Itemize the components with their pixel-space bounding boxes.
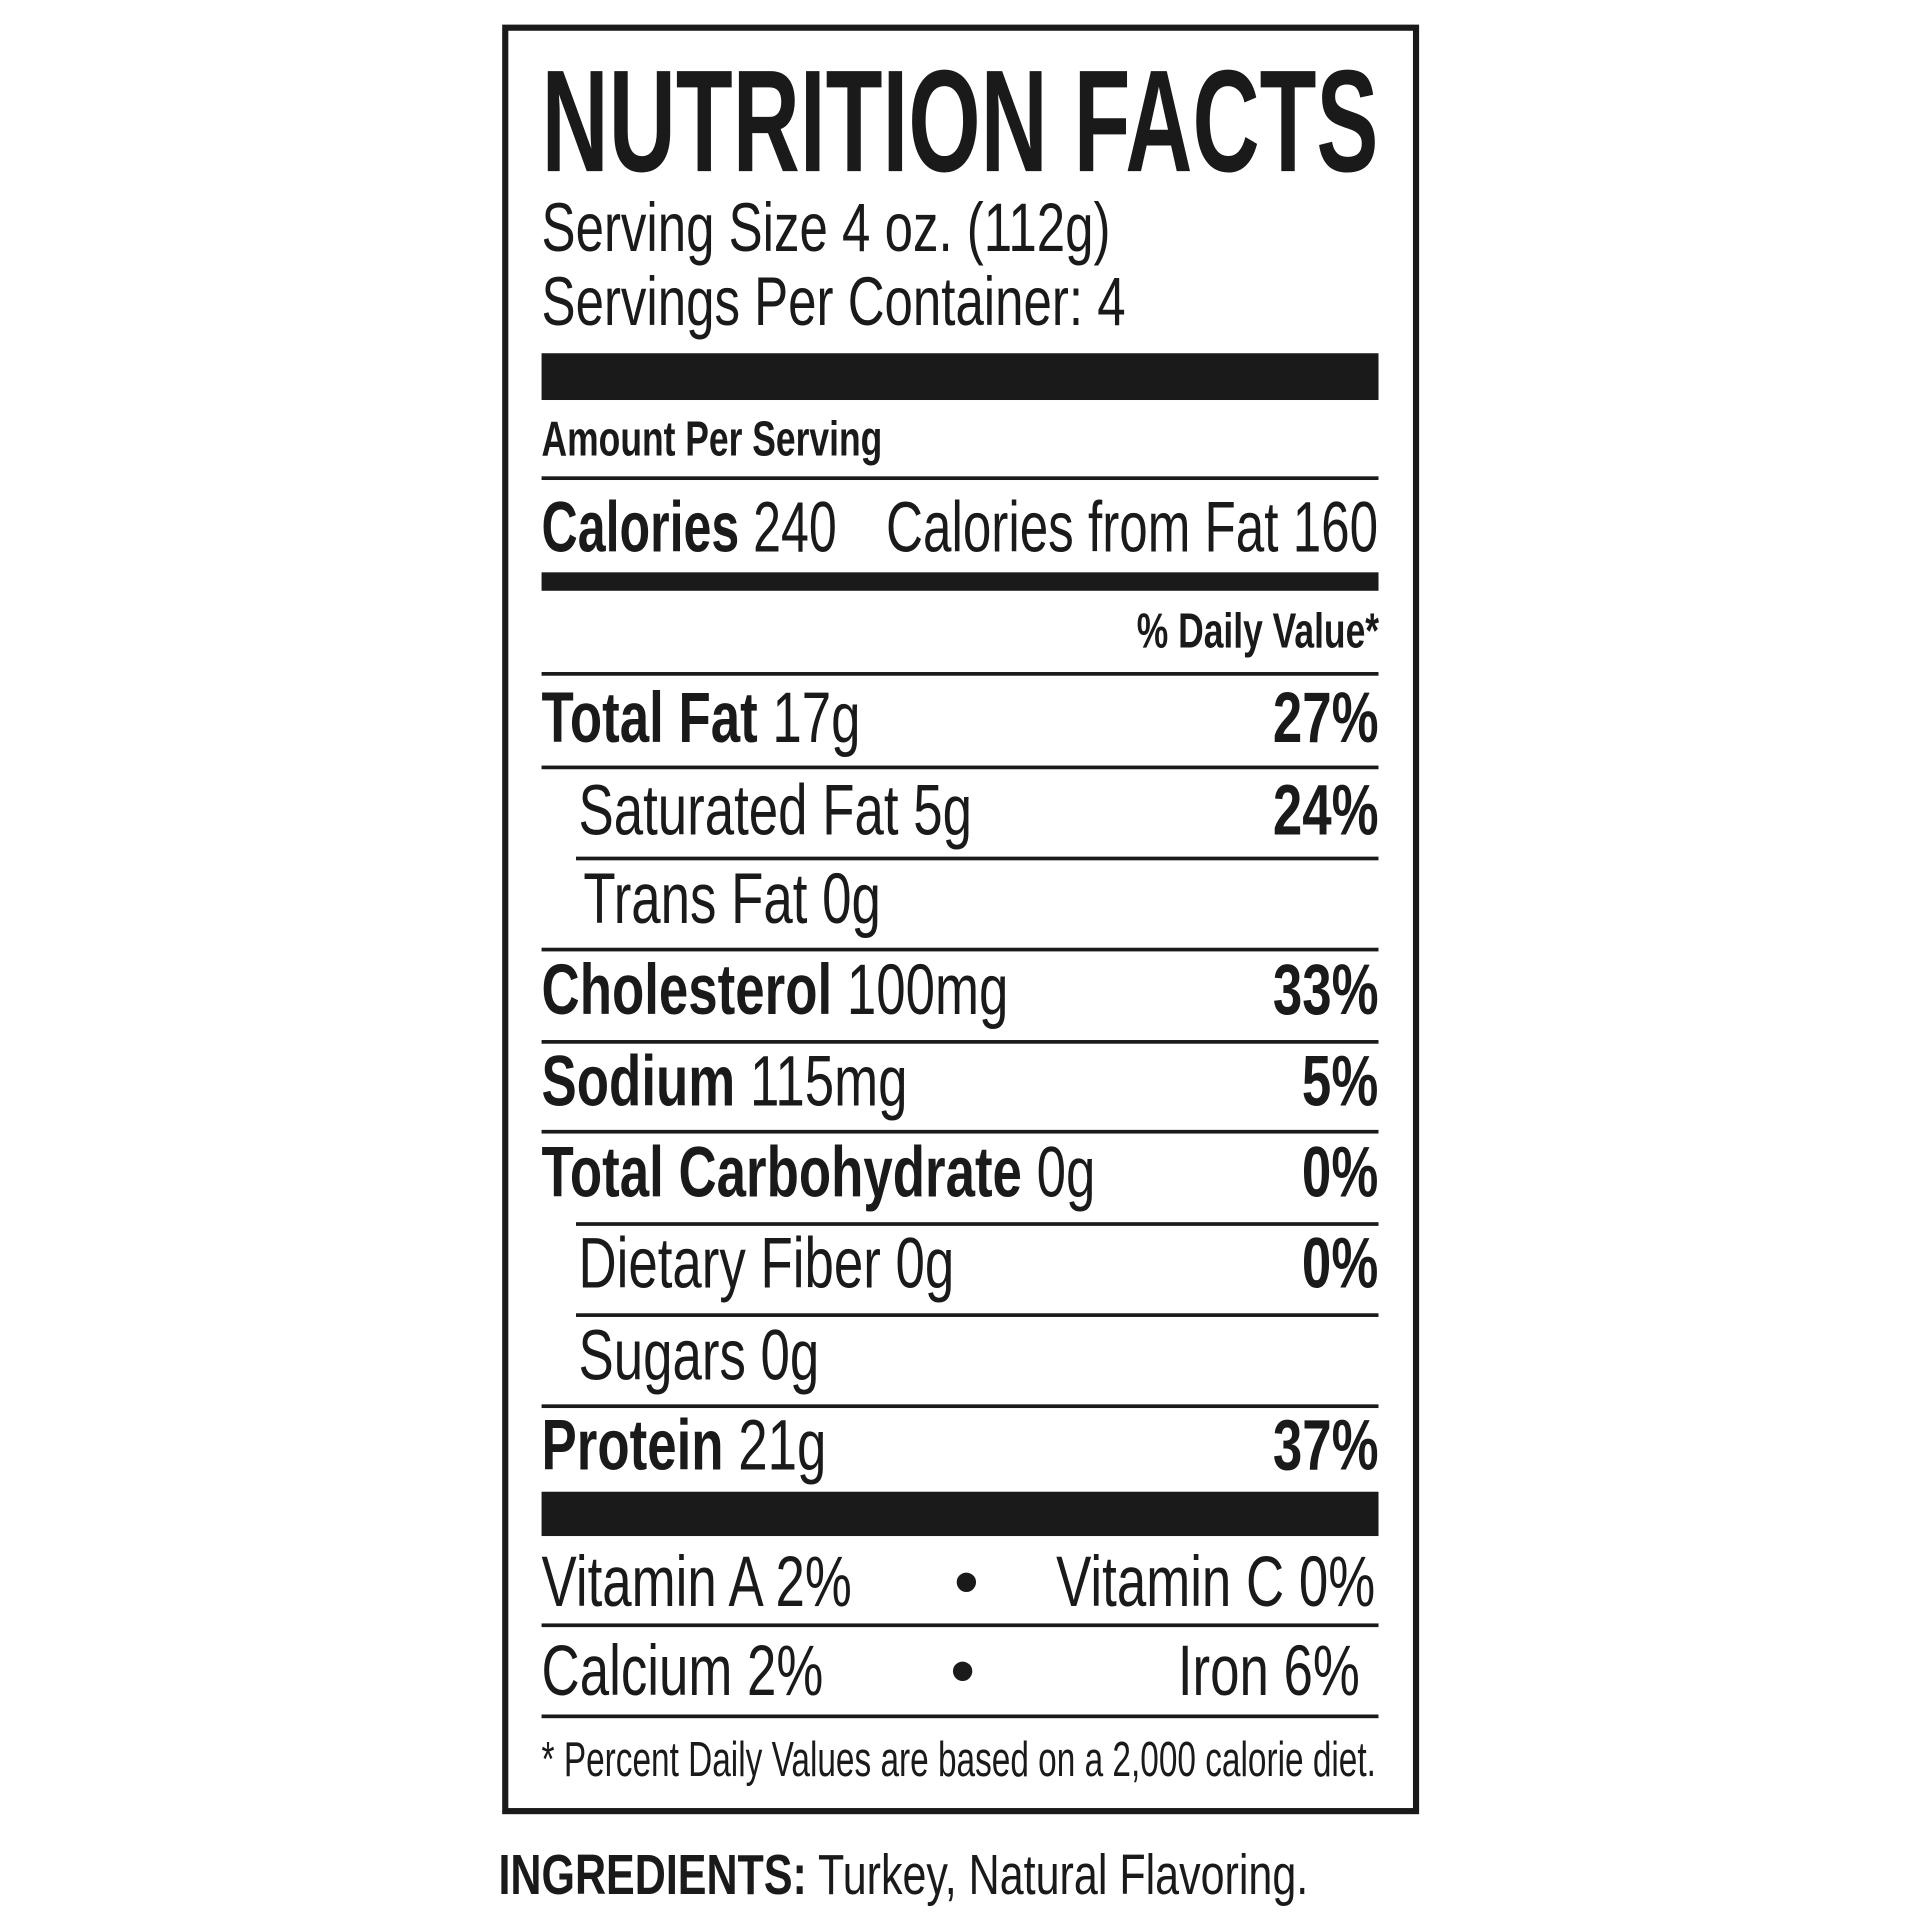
vitamin-c: Vitamin C 0%	[1055, 1542, 1375, 1623]
nutrient-amount: 17g	[772, 678, 861, 759]
daily-value-header: % Daily Value*	[1136, 604, 1379, 659]
daily-value: 0%	[1302, 1223, 1379, 1304]
calories: Calories 240	[542, 492, 837, 563]
divider	[541, 1404, 1379, 1409]
nutrient-row: Total Fat 17g 27%	[542, 678, 1379, 759]
thick-divider	[541, 353, 1379, 401]
nutrient-amount: 0g	[1036, 1132, 1096, 1213]
serving-size: Serving Size 4 oz. (112g)	[541, 188, 1111, 266]
mineral-row: Calcium 2% • Iron 6%	[541, 1630, 1379, 1711]
nutrient-name: Trans Fat	[583, 859, 808, 940]
nutrient-row: Cholesterol 100mg 33%	[542, 950, 1379, 1031]
servings-per-container: Servings Per Container: 4	[541, 262, 1126, 340]
divider	[541, 476, 1379, 481]
divider	[541, 1714, 1379, 1719]
calories-value: 240	[753, 487, 837, 568]
ingredients-text: Turkey, Natural Flavoring.	[806, 1842, 1309, 1907]
divider	[576, 856, 1379, 861]
divider	[576, 1313, 1379, 1317]
divider	[541, 765, 1379, 770]
nutrient-row: Total Carbohydrate 0g 0%	[542, 1137, 1379, 1211]
nutrient-name: Cholesterol	[541, 950, 833, 1031]
calories-label: Calories	[541, 487, 740, 568]
nutrient-name: Sodium	[541, 1041, 736, 1122]
nutrient-name: Total Carbohydrate	[541, 1132, 1022, 1213]
nutrient-amount: 100mg	[846, 950, 1009, 1031]
nutrient-amount: 115mg	[749, 1041, 908, 1122]
nutrient-amount: 0g	[895, 1223, 955, 1304]
calories-from-fat: Calories from Fat 160	[886, 487, 1379, 568]
bullet: •	[950, 1630, 976, 1711]
nutrient-amount: 0g	[760, 1315, 820, 1396]
vitamin-a: Vitamin A 2%	[541, 1542, 852, 1623]
nutrient-label: Saturated Fat 5g	[578, 775, 972, 846]
nutrient-row: Protein 21g 37%	[542, 1410, 1379, 1484]
nutrient-row: Dietary Fiber 0g 0%	[542, 1223, 1379, 1304]
daily-value: 5%	[1302, 1041, 1379, 1122]
nutrient-label: Sodium 115mg	[542, 1046, 908, 1117]
divider	[541, 672, 1379, 676]
bullet: •	[953, 1542, 979, 1623]
daily-value: 0%	[1302, 1132, 1379, 1213]
nutrient-label: Total Fat 17g	[542, 682, 861, 754]
amount-per-serving: Amount Per Serving	[541, 412, 883, 467]
nutrient-label: Cholesterol 100mg	[542, 954, 1009, 1026]
daily-value: 33%	[1272, 950, 1379, 1031]
title: NUTRITION FACTS	[541, 40, 1379, 204]
vitamin-row: Vitamin A 2% • Vitamin C 0%	[542, 1547, 1379, 1621]
nutrient-label: Sugars 0g	[578, 1320, 819, 1392]
nutrient-row: Saturated Fat 5g 24%	[542, 770, 1379, 851]
daily-value: 24%	[1272, 770, 1379, 851]
nutrient-label: Protein 21g	[542, 1410, 827, 1481]
nutrient-label: Trans Fat 0g	[583, 863, 881, 935]
divider	[541, 1129, 1379, 1134]
nutrient-name: Total Fat	[541, 678, 758, 759]
nutrient-row: Sugars 0g	[542, 1320, 1379, 1395]
nutrient-name: Dietary Fiber	[578, 1223, 881, 1304]
daily-value: 27%	[1272, 678, 1379, 759]
nutrient-name: Sugars	[578, 1315, 746, 1396]
ingredients-label: INGREDIENTS:	[498, 1842, 807, 1907]
nutrient-label: Dietary Fiber 0g	[578, 1228, 954, 1299]
nutrient-amount: 21g	[738, 1405, 827, 1486]
calcium: Calcium 2%	[541, 1630, 824, 1711]
nutrient-row: Sodium 115mg 5%	[542, 1046, 1379, 1120]
nutrient-name: Saturated Fat	[578, 770, 899, 851]
thick-divider	[541, 1491, 1379, 1537]
divider	[541, 947, 1379, 952]
nutrition-facts-box	[502, 24, 1420, 1815]
daily-value: 37%	[1272, 1405, 1379, 1486]
ingredients: INGREDIENTS: Turkey, Natural Flavoring.	[498, 1846, 1308, 1903]
divider	[576, 1222, 1379, 1226]
nutrient-amount: 5g	[913, 770, 973, 851]
medium-divider	[541, 572, 1379, 591]
divider	[541, 1040, 1379, 1044]
iron: Iron 6%	[1177, 1630, 1361, 1711]
nutrient-row: Trans Fat 0g	[542, 863, 1379, 938]
nutrient-label: Total Carbohydrate 0g	[542, 1137, 1096, 1208]
divider	[541, 1623, 1379, 1628]
nutrient-name: Protein	[541, 1405, 724, 1486]
footnote: * Percent Daily Values are based on a 2,…	[541, 1732, 1376, 1788]
nutrient-amount: 0g	[822, 859, 881, 940]
calories-row: Calories 240 Calories from Fat 160	[542, 492, 1379, 566]
